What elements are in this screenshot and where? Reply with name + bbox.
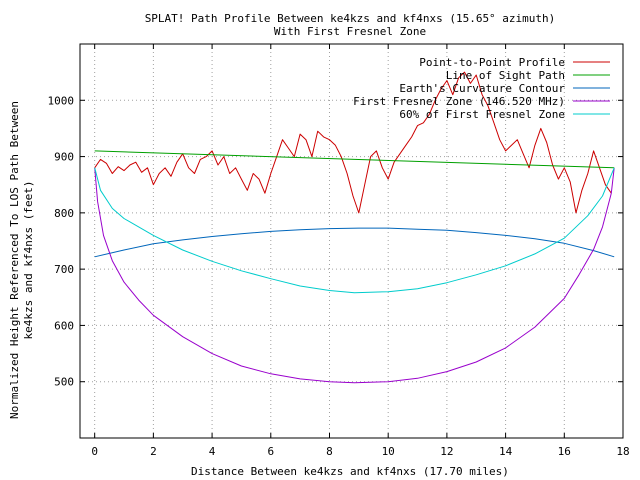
- y-tick-label: 600: [54, 319, 74, 332]
- series-layer: [94, 71, 615, 384]
- series-line-first-fresnel-zone-146-520-mhz: [94, 167, 615, 384]
- series-line-60-of-first-fresnel-zone: [94, 167, 615, 294]
- x-tick-label: 4: [209, 445, 216, 458]
- x-tick-label: 18: [616, 445, 629, 458]
- x-tick-label: 10: [382, 445, 395, 458]
- legend-label: 60% of First Fresnel Zone: [399, 108, 565, 121]
- x-tick-label: 16: [558, 445, 571, 458]
- y-tick-label: 1000: [48, 94, 75, 107]
- y-tick-label: 900: [54, 151, 74, 164]
- plot-border: [79, 43, 624, 439]
- x-tick-label: 8: [326, 445, 333, 458]
- x-tick-label: 14: [499, 445, 513, 458]
- y-tick-label: 700: [54, 263, 74, 276]
- x-tick-label: 0: [91, 445, 98, 458]
- legend-label: Earth's Curvature Contour: [399, 82, 565, 95]
- legend-label: Line of Sight Path: [446, 69, 565, 82]
- y-tick-label: 500: [54, 376, 74, 389]
- y-axis-label-line1: Normalized Height Referenced To LOS Path…: [8, 101, 21, 419]
- series-line-point-to-point-profile: [94, 71, 612, 214]
- legend-label: First Fresnel Zone (146.520 MHz): [353, 95, 565, 108]
- chart-title: SPLAT! Path Profile Between ke4kzs and k…: [145, 12, 556, 25]
- tick-layer: 0 2 4 6 8 10 12 14 16 18 500 600 700 800 900 1000: [48, 44, 630, 458]
- chart-subtitle: With First Fresnel Zone: [274, 25, 426, 38]
- series-line-line-of-sight-path: [94, 150, 615, 169]
- series-line-earth-s-curvature-contour: [94, 227, 615, 258]
- y-tick-label: 800: [54, 207, 74, 220]
- x-axis-label: Distance Between ke4kzs and kf4nxs (17.7…: [191, 465, 509, 478]
- x-tick-label: 12: [440, 445, 453, 458]
- y-axis-label-line2: ke4kzs and kf4nxs (feet): [22, 181, 35, 340]
- legend-label: Point-to-Point Profile: [419, 56, 565, 69]
- x-tick-label: 6: [267, 445, 274, 458]
- x-tick-label: 2: [150, 445, 157, 458]
